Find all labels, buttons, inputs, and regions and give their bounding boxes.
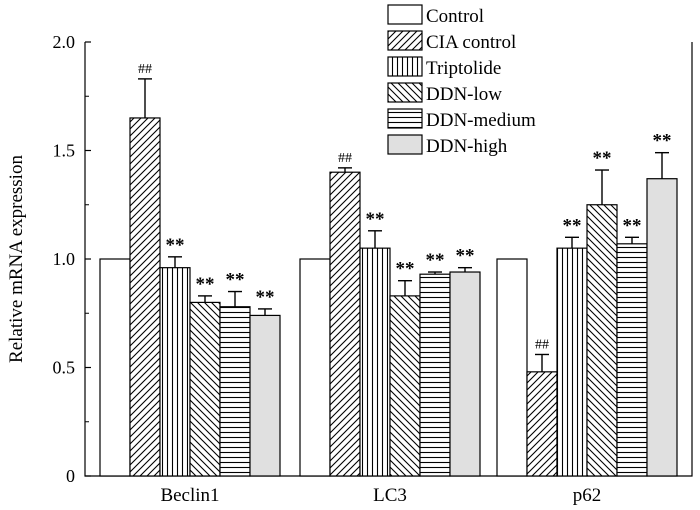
y-tick-label: 1.5 <box>53 141 76 161</box>
bar <box>249 314 281 477</box>
legend-label: CIA control <box>426 32 516 53</box>
significance-label: ## <box>338 151 352 166</box>
x-tick-label: LC3 <box>373 485 407 506</box>
labels: Relative mRNA expression Beclin1 ## ** ** ** *… <box>6 62 672 506</box>
x-tick-label: p62 <box>573 485 602 506</box>
bar <box>449 271 481 477</box>
y-tick-label: 2.0 <box>53 32 76 52</box>
bar <box>329 171 361 477</box>
significance-label: ** <box>623 215 642 236</box>
x-tick-label: Beclin1 <box>160 485 219 506</box>
bar <box>646 178 678 477</box>
significance-label: ## <box>138 62 152 77</box>
significance-label: ** <box>426 250 445 271</box>
legend-swatch <box>387 134 423 155</box>
bar <box>99 258 131 477</box>
bar <box>586 204 618 477</box>
significance-label: ** <box>366 209 385 230</box>
legend: Control CIA control Triptolide DDN-low DDN-m… <box>387 4 536 157</box>
bar <box>496 258 528 477</box>
significance-label: ** <box>256 287 275 308</box>
bar <box>219 306 251 477</box>
legend-label: Triptolide <box>426 58 501 79</box>
bar <box>526 371 558 477</box>
significance-label: ** <box>456 246 475 267</box>
significance-label: ** <box>166 235 185 256</box>
y-axis-label: Relative mRNA expression <box>6 155 27 363</box>
bar <box>616 243 648 477</box>
significance-label: ** <box>563 215 582 236</box>
significance-label: ** <box>593 148 612 169</box>
y-tick-label: 0.5 <box>53 358 76 378</box>
legend-label: DDN-high <box>426 136 508 157</box>
bar <box>556 247 588 477</box>
bar <box>299 258 331 477</box>
bar <box>389 295 421 477</box>
bar <box>359 247 391 477</box>
y-tick-label: 1.0 <box>53 249 76 269</box>
significance-label: ** <box>653 131 672 152</box>
legend-label: Control <box>426 6 484 27</box>
bar <box>129 117 161 477</box>
significance-label: ** <box>226 270 245 291</box>
bar <box>159 267 191 477</box>
bar <box>419 273 451 477</box>
significance-label: ** <box>196 274 215 295</box>
legend-swatch <box>387 108 423 129</box>
y-tick-label: 0 <box>66 466 75 486</box>
legend-swatch <box>387 56 423 77</box>
bar <box>189 301 221 477</box>
legend-label: DDN-medium <box>426 110 536 131</box>
significance-label: ** <box>396 259 415 280</box>
legend-swatch <box>387 4 423 25</box>
significance-label: ## <box>535 337 549 352</box>
bars <box>99 78 678 477</box>
legend-label: DDN-low <box>426 84 502 105</box>
legend-swatch <box>387 82 423 103</box>
legend-swatch <box>387 30 423 51</box>
